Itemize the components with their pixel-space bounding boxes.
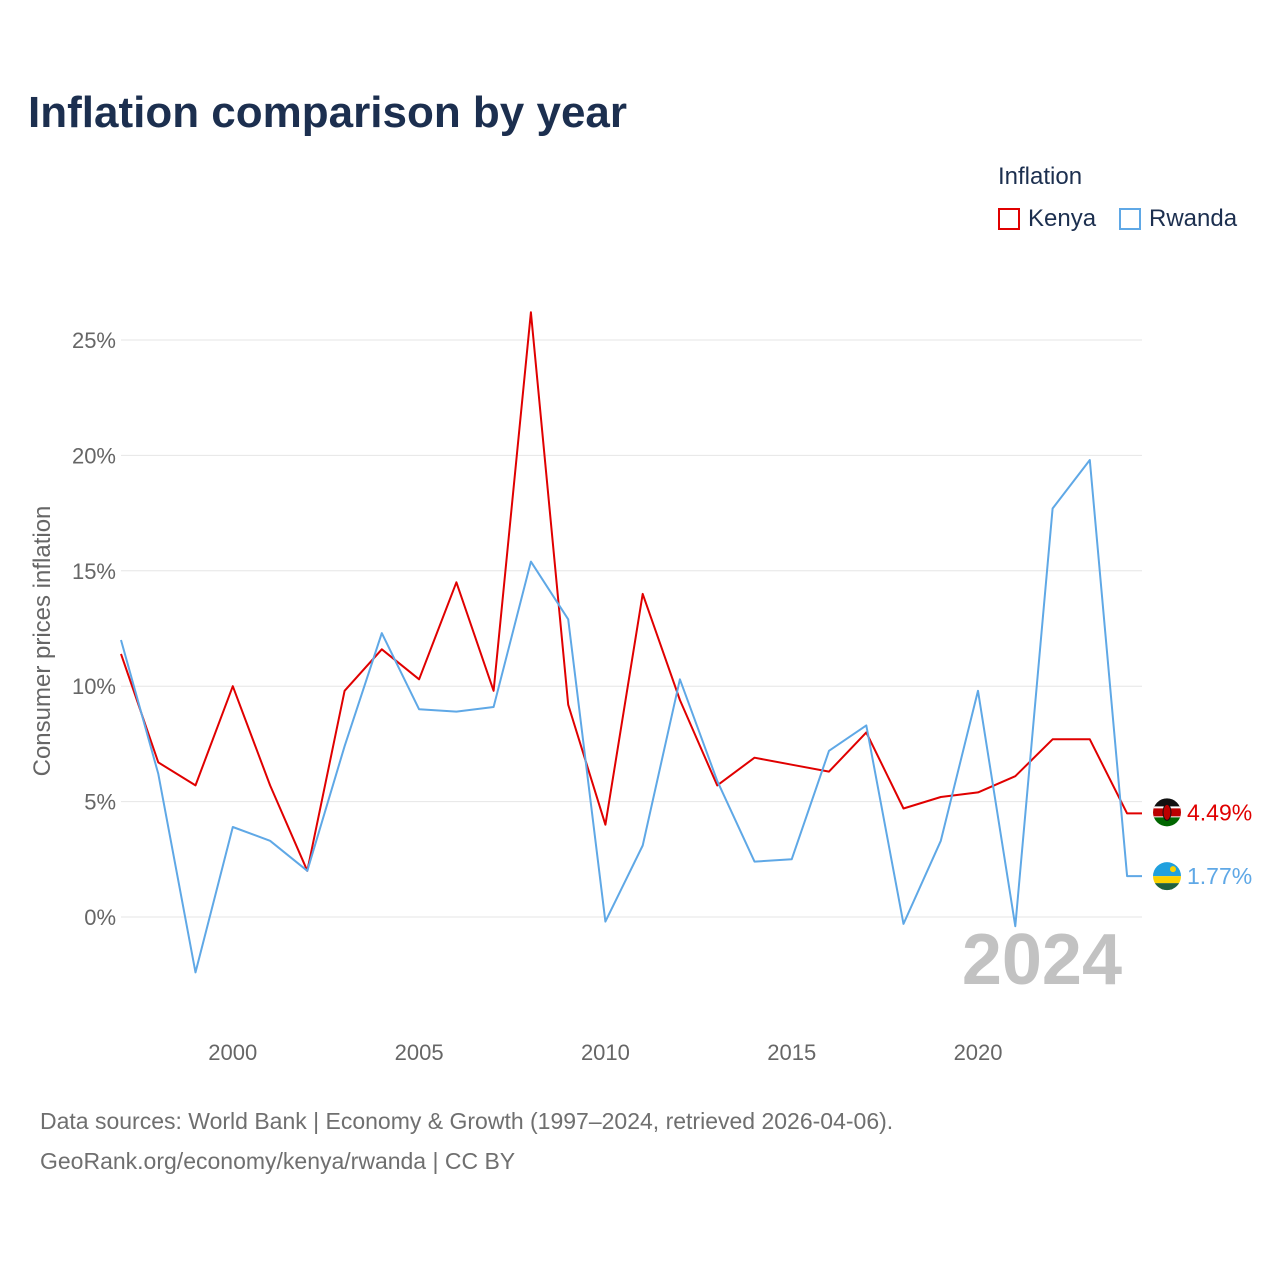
x-tick-label: 2010 [581,1040,630,1065]
legend-label-rwanda: Rwanda [1149,205,1238,232]
legend-label-kenya: Kenya [1028,205,1097,232]
x-tick-label: 2005 [395,1040,444,1065]
x-tick-label: 2000 [208,1040,257,1065]
legend-swatch-rwanda [1119,208,1141,230]
year-watermark: 2024 [962,920,1122,1000]
y-tick-label: 25% [72,328,116,353]
kenya-flag-icon [1153,798,1181,827]
y-axis-ticks: 0% 5% 10% 15% 20% 25% [72,328,116,930]
x-tick-label: 2015 [767,1040,816,1065]
legend-swatch-kenya [998,208,1020,230]
kenya-end-value: 4.49% [1187,799,1252,825]
y-tick-label: 5% [84,790,116,815]
rwanda-end-value: 1.77% [1187,863,1252,889]
legend-item-rwanda[interactable]: Rwanda [1119,205,1237,233]
legend-item-kenya[interactable]: Kenya [998,205,1096,233]
series-lines [120,311,1142,974]
legend-title: Inflation [998,163,1083,190]
x-tick-label: 2020 [954,1040,1003,1065]
series-line-kenya[interactable] [120,311,1142,872]
y-tick-label: 15% [72,559,116,584]
y-tick-label: 0% [84,905,116,930]
end-markers: 4.49% 1.77% [1153,798,1252,891]
y-tick-label: 10% [72,674,116,699]
x-axis-ticks: 2000 2005 2010 2015 2020 [208,1040,1002,1065]
source-line-1: Data sources: World Bank | Economy & Gro… [40,1108,894,1134]
grid-lines [121,339,1142,918]
y-axis-label: Consumer prices inflation [29,506,56,777]
y-tick-label: 20% [72,443,116,468]
series-line-rwanda[interactable] [120,459,1142,974]
source-line-2[interactable]: GeoRank.org/economy/kenya/rwanda | CC BY [40,1148,516,1174]
rwanda-flag-icon [1153,862,1181,891]
chart-title: Inflation comparison by year [28,88,628,137]
